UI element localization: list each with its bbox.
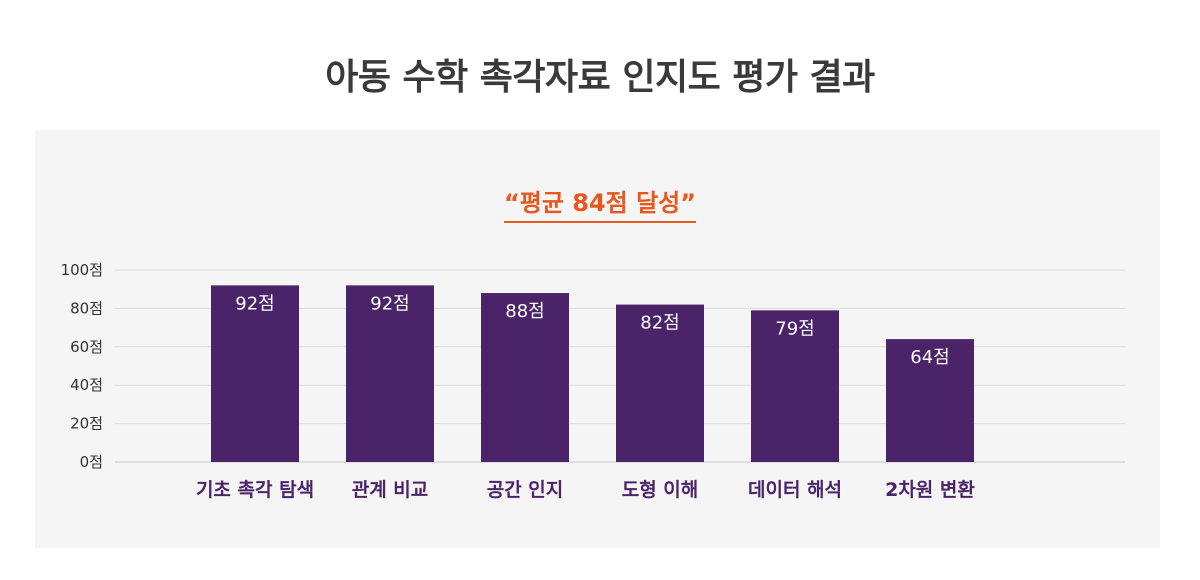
bar [211,285,299,462]
average-callout: “평균 84점 달성” [0,183,1200,223]
category-label: 도형 이해 [622,479,699,501]
bar [616,304,704,462]
y-axis-ticks: 0점 20점 40점 60점 80점 100점 [61,261,103,471]
category-label: 관계 비교 [352,479,429,501]
bar [886,339,974,462]
category-labels: 기초 촉각 탐색 관계 비교 공간 인지 도형 이해 데이터 해석 2차원 변환 [196,479,975,501]
data-label: 82점 [640,313,679,334]
category-label: 데이터 해석 [748,479,842,501]
y-tick-label: 60점 [70,338,103,356]
bars [211,285,974,462]
data-label: 92점 [235,293,274,314]
category-label: 기초 촉각 탐색 [196,479,314,501]
average-callout-text: “평균 84점 달성” [503,183,697,223]
data-label: 88점 [505,301,544,322]
y-tick-label: 80점 [70,299,103,317]
y-tick-label: 100점 [61,261,103,279]
y-tick-label: 0점 [80,453,103,471]
y-tick-label: 20점 [70,415,103,433]
bar [481,293,569,462]
bar [751,310,839,462]
data-label: 64점 [910,347,949,368]
bar [346,285,434,462]
page-title: 아동 수학 촉각자료 인지도 평가 결과 [325,57,875,98]
category-label: 2차원 변환 [885,479,975,501]
data-label: 92점 [370,293,409,314]
y-tick-label: 40점 [70,376,103,394]
data-labels: 92점 92점 88점 82점 79점 64점 [235,293,949,368]
category-label: 공간 인지 [487,479,564,501]
data-label: 79점 [775,318,814,339]
